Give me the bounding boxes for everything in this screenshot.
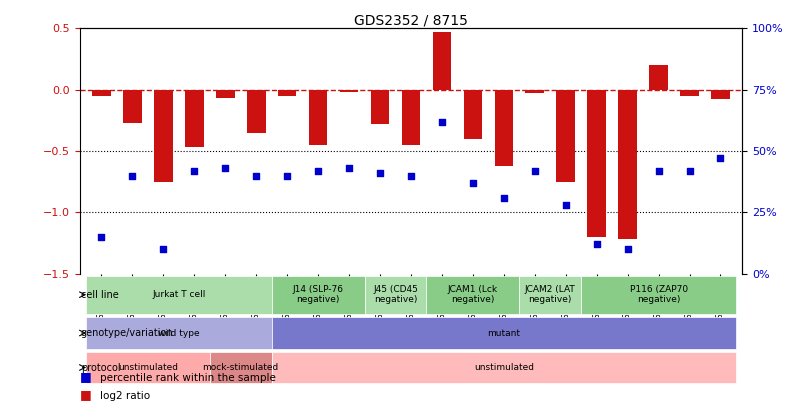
Bar (464, 90, 482, 139)
Text: J45 (CD45
negative): J45 (CD45 negative) (373, 285, 418, 305)
Bar (618, 90, 637, 239)
Point (559, 202, 572, 208)
Text: ■: ■ (80, 370, 92, 383)
Point (436, 118, 448, 125)
FancyBboxPatch shape (271, 352, 736, 383)
Point (467, 180, 480, 186)
Point (342, 165, 355, 171)
Bar (711, 90, 729, 100)
Point (126, 172, 139, 179)
FancyBboxPatch shape (365, 276, 426, 313)
Point (373, 170, 386, 176)
Text: mutant: mutant (488, 328, 520, 337)
Title: GDS2352 / 8715: GDS2352 / 8715 (354, 13, 468, 27)
FancyBboxPatch shape (86, 318, 271, 349)
Point (591, 241, 603, 247)
Text: log2 ratio: log2 ratio (100, 391, 150, 401)
FancyBboxPatch shape (581, 276, 736, 313)
Bar (123, 90, 142, 123)
Text: genotype/variation: genotype/variation (81, 328, 173, 338)
FancyBboxPatch shape (271, 318, 736, 349)
Point (528, 167, 541, 174)
Text: P116 (ZAP70
negative): P116 (ZAP70 negative) (630, 285, 688, 305)
Point (219, 165, 231, 171)
Bar (247, 90, 266, 132)
Bar (587, 90, 606, 237)
Bar (495, 90, 513, 166)
Text: ■: ■ (80, 388, 92, 401)
Point (188, 167, 201, 174)
Bar (526, 90, 544, 93)
FancyBboxPatch shape (426, 276, 519, 313)
Bar (371, 90, 389, 124)
Point (652, 167, 665, 174)
Point (250, 172, 263, 179)
Bar (401, 90, 421, 145)
Bar (278, 90, 296, 96)
Bar (650, 65, 668, 90)
Text: protocol: protocol (81, 362, 120, 373)
Point (157, 246, 170, 252)
Bar (216, 90, 235, 98)
Text: unstimulated: unstimulated (474, 363, 534, 372)
Text: cell line: cell line (81, 290, 118, 300)
Bar (309, 90, 327, 145)
Text: percentile rank within the sample: percentile rank within the sample (100, 373, 275, 383)
Point (405, 172, 417, 179)
Bar (680, 90, 699, 96)
Text: mock-stimulated: mock-stimulated (203, 363, 279, 372)
Bar (556, 90, 575, 181)
Bar (340, 90, 358, 92)
FancyBboxPatch shape (271, 276, 365, 313)
Text: JCAM1 (Lck
negative): JCAM1 (Lck negative) (448, 285, 498, 305)
Point (95, 234, 108, 240)
FancyBboxPatch shape (210, 352, 271, 383)
Bar (154, 90, 172, 181)
Point (312, 167, 325, 174)
Text: JCAM2 (LAT
negative): JCAM2 (LAT negative) (525, 285, 575, 305)
Bar (93, 90, 111, 96)
FancyBboxPatch shape (86, 276, 271, 313)
FancyBboxPatch shape (86, 352, 210, 383)
Point (281, 172, 294, 179)
FancyBboxPatch shape (519, 276, 581, 313)
Bar (433, 32, 451, 90)
Point (714, 155, 727, 162)
Text: J14 (SLP-76
negative): J14 (SLP-76 negative) (293, 285, 344, 305)
Point (683, 167, 696, 174)
Text: wild type: wild type (158, 328, 200, 337)
Bar (185, 90, 203, 147)
Text: unstimulated: unstimulated (118, 363, 178, 372)
Point (621, 246, 634, 252)
Text: Jurkat T cell: Jurkat T cell (152, 290, 206, 299)
Point (497, 194, 510, 201)
